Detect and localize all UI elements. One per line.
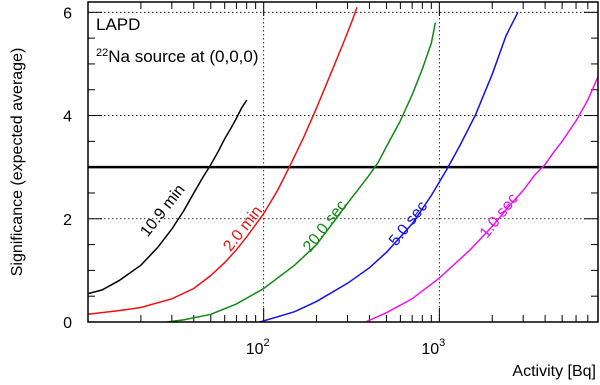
annotation-source: 22Na source at (0,0,0) (96, 47, 259, 66)
y-tick-label: 4 (63, 109, 72, 126)
tick-labels: 0 2 4 6 102 103 (63, 5, 445, 358)
annotation-isotope-mass: 22 (96, 47, 108, 59)
annotation-lapd: LAPD (96, 15, 140, 34)
y-tick-label: 6 (63, 5, 72, 22)
y-axis-title: Significance (expected average) (9, 48, 26, 277)
y-tick-label: 2 (63, 212, 72, 229)
series-group (88, 6, 598, 322)
annotation-isotope-symbol: Na (108, 47, 130, 66)
plot-frame (87, 1, 599, 323)
series-line-5-0-sec (259, 11, 519, 322)
annotation-source-text: source at (0,0,0) (135, 47, 259, 66)
series-line-20-0-sec (166, 22, 437, 322)
series-line-1-0-sec (365, 76, 598, 322)
x-tick-label: 103 (421, 337, 445, 358)
series-line-2-0-min (88, 6, 358, 316)
series-line-10-9-min (88, 99, 248, 295)
x-tick-label: 102 (246, 337, 270, 358)
x-axis-title: Activity [Bq] (512, 363, 596, 380)
y-tick-label: 0 (63, 315, 72, 332)
